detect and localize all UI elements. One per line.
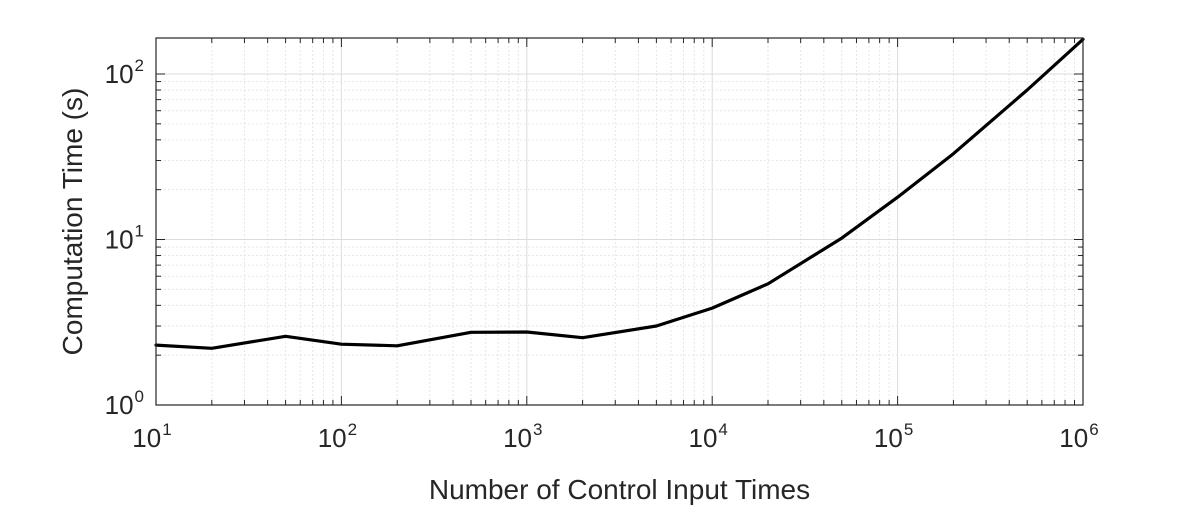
y-axis-title: Computation Time (s)	[57, 88, 88, 356]
x-tick-label: 105	[874, 420, 913, 453]
x-tick-label: 101	[132, 420, 171, 453]
x-tick-labels: 101 102 103 104 105 106	[132, 420, 1098, 453]
plot-frame	[155, 37, 1084, 406]
x-tick-label: 106	[1059, 420, 1098, 453]
y-tick-labels: 100 101 102	[105, 56, 144, 420]
x-tick-label: 103	[503, 420, 542, 453]
grid	[155, 38, 1084, 406]
y-tick-label: 100	[105, 387, 144, 420]
y-tick-label: 102	[105, 56, 144, 89]
x-axis-title: Number of Control Input Times	[429, 474, 810, 505]
series-line-1	[154, 37, 1085, 350]
x-tick-label: 104	[689, 420, 728, 453]
series	[154, 37, 1085, 350]
tick-marks	[155, 38, 1084, 406]
y-tick-label: 101	[105, 221, 144, 254]
x-tick-label: 102	[318, 420, 357, 453]
